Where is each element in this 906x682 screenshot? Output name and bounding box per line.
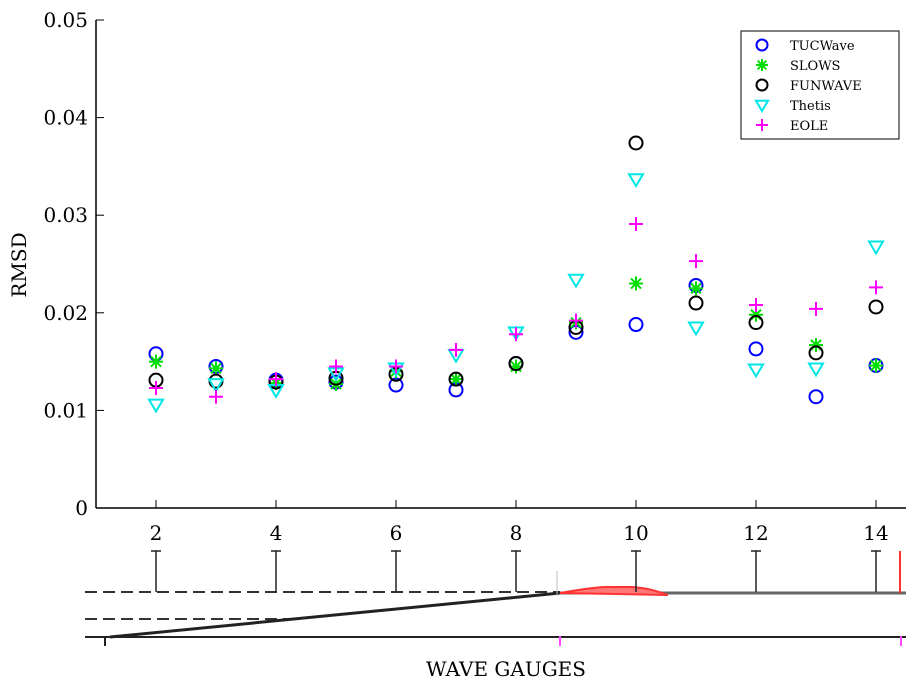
data-point [688,295,704,311]
data-point [809,301,823,316]
data-point [147,398,165,414]
legend-marker [755,38,769,52]
data-point [748,315,764,331]
gauge-markers [151,550,901,593]
data-point [628,317,644,333]
legend-marker [756,119,768,131]
data-point [749,297,763,312]
legend-label: SLOWS [790,59,840,74]
legend-marker [756,59,768,71]
data-point [808,345,824,361]
y-tick-label: 0.03 [43,203,88,227]
slope-line [109,591,561,639]
data-point [749,307,763,322]
data-point [207,378,225,394]
data-point [809,338,823,353]
data-point [567,273,585,289]
x-tick-label: 14 [863,521,888,545]
data-point [149,380,163,395]
data-point [867,240,885,256]
data-point [687,321,705,337]
x-tick-label: 2 [150,521,163,545]
legend-label: TUCWave [790,39,855,54]
x-axis: 2 4 6 8 10 12 14 [150,500,889,545]
x-tick-label: 12 [743,521,768,545]
data-point [747,363,765,379]
data-point [689,254,703,269]
series-thetis [147,173,885,414]
data-point [449,342,463,357]
data-point [868,299,884,315]
data-point [629,276,643,291]
data-point [628,135,644,151]
data-point [569,313,583,328]
data-marks [147,135,885,414]
data-point [149,354,163,369]
data-point [329,359,343,374]
legend-label: Thetis [790,99,831,114]
series-eole [149,216,883,404]
data-point [869,358,883,373]
y-tick-label: 0.02 [43,301,88,325]
x-tick-label: 6 [390,521,403,545]
data-point [388,377,404,393]
data-point [449,372,463,387]
data-point [208,373,224,389]
legend-label: EOLE [790,119,828,134]
x-axis-title: WAVE GAUGES [426,657,586,681]
wave-gauge-diagram: WAVE GAUGES [85,550,906,681]
data-point [209,361,223,376]
data-point [629,216,643,231]
series-funwave [148,135,884,390]
data-point [869,280,883,295]
plot-frame [95,20,906,509]
y-tick-label: 0 [75,496,88,520]
y-tick-label: 0.05 [43,8,88,32]
data-point [269,372,283,387]
data-point [748,341,764,357]
data-point [209,389,223,404]
data-point [448,371,464,387]
y-tick-label: 0.04 [43,106,88,130]
submerged-bar [559,585,669,596]
data-point [509,327,523,342]
data-point [389,359,403,374]
legend: TUCWave SLOWS FUNWAVE Thetis EOLE [740,30,900,140]
data-point [807,362,825,378]
y-axis: 0 0.01 0.02 0.03 0.04 0.05 [43,8,104,520]
x-tick-label: 4 [270,521,283,545]
data-point [808,389,824,405]
y-axis-title: RMSD [7,232,31,297]
x-tick-label: 10 [623,521,648,545]
data-point [689,281,703,296]
data-point [627,173,645,189]
legend-marker [755,78,769,92]
y-tick-label: 0.01 [43,398,88,422]
data-point [509,359,523,374]
data-point [508,356,524,372]
legend-label: FUNWAVE [790,79,862,94]
legend-marker [754,99,770,113]
x-tick-label: 8 [510,521,523,545]
